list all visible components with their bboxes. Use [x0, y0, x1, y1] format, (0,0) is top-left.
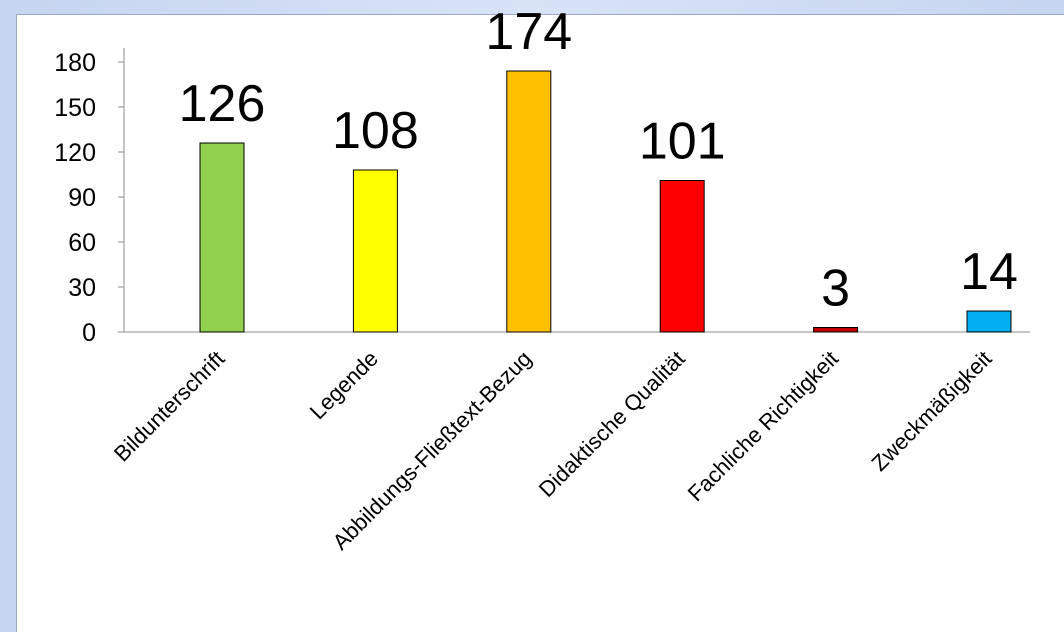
y-tick-label: 180 — [54, 49, 96, 77]
category-label: Didaktische Qualität — [534, 346, 690, 502]
data-label: 108 — [332, 102, 419, 160]
data-labels: 126 108 174 101 3 14 — [179, 3, 1018, 318]
data-label: 174 — [485, 3, 572, 61]
category-label: Zweckmäßigkeit — [866, 346, 996, 476]
y-tick-label: 60 — [68, 229, 96, 257]
bar — [813, 327, 859, 333]
chart-bars — [199, 70, 1012, 333]
y-tick-label: 0 — [82, 319, 96, 347]
data-label: 3 — [821, 260, 850, 318]
y-tick-label: 120 — [54, 139, 96, 167]
bar — [506, 70, 552, 333]
bar — [352, 169, 398, 333]
y-tick-label: 90 — [68, 184, 96, 212]
y-axis-ticks: 0 30 60 90 120 150 180 — [54, 49, 124, 347]
bar — [966, 310, 1012, 333]
data-label: 14 — [960, 243, 1018, 301]
bar — [199, 142, 245, 333]
chart-axes — [123, 48, 1030, 333]
category-label: Fachliche Richtigkeit — [683, 346, 843, 506]
category-labels: Bildunterschrift LegendeAbbildungs-Fließt… — [109, 346, 997, 555]
category-label: Legende — [305, 346, 383, 424]
y-tick-label: 150 — [54, 94, 96, 122]
data-label: 101 — [639, 113, 726, 171]
y-tick-label: 30 — [68, 274, 96, 302]
data-label: 126 — [179, 75, 266, 133]
category-label: Bildunterschrift — [109, 346, 230, 467]
bar — [659, 180, 705, 333]
